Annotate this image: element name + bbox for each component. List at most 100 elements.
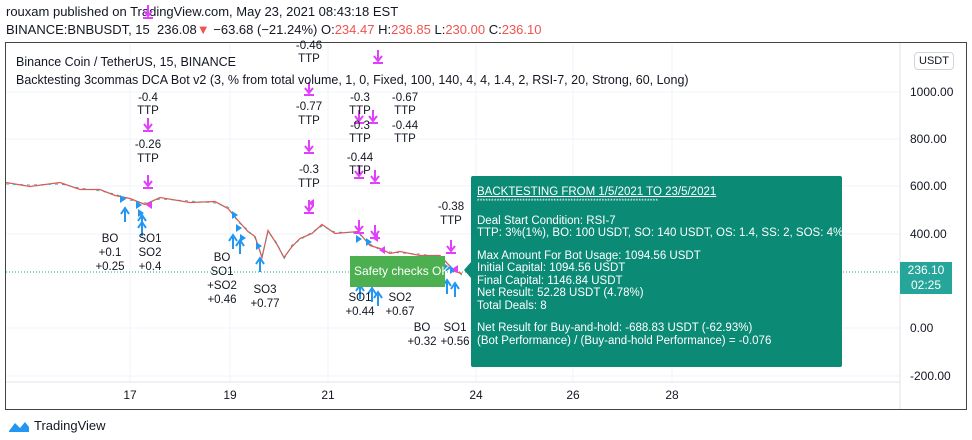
chart-pane[interactable] <box>5 42 967 410</box>
safety-checks-label: Safety checks OK <box>350 256 449 287</box>
trade-annotation: +0.56 <box>440 336 470 348</box>
currency-button[interactable]: USDT <box>914 52 954 70</box>
sell-arrow-icon <box>354 110 364 124</box>
price-label: 0.00 <box>910 321 934 335</box>
trade-annotation: -0.77 <box>295 101 323 113</box>
last-price: 236.08 <box>157 22 197 37</box>
sell-arrow-icon <box>354 220 364 234</box>
trade-annotation: +0.25 <box>95 261 125 273</box>
trade-annotation: -0.4 <box>138 92 158 104</box>
trade-annotation: SO1 <box>138 233 162 245</box>
trade-annotation: TTP <box>394 133 416 145</box>
sell-arrow-icon <box>373 50 383 64</box>
sell-arrow-icon <box>304 82 314 96</box>
price-label: 1000.00 <box>910 85 954 99</box>
trade-annotation: SO1 <box>348 292 372 304</box>
buy-arrow-icon <box>235 238 245 254</box>
brand-name: TradingView <box>34 418 106 433</box>
net-result: Net Result: 52.28 USDT (4.78%) <box>477 287 644 299</box>
price-label: -200.00 <box>910 369 951 383</box>
trade-annotation: TTP <box>349 133 371 145</box>
trade-annotation: -0.3 <box>299 164 319 176</box>
close-label: C: <box>488 22 502 37</box>
trade-annotation: +SO2 <box>207 280 237 292</box>
exit-marker-icon <box>372 234 378 242</box>
entry-marker-icon <box>136 201 142 209</box>
symbol: BINANCE:BNBUSDT, 15 <box>6 22 150 37</box>
sell-arrow-icon <box>143 5 153 19</box>
entry-marker-icon <box>138 209 144 217</box>
time-label: 19 <box>223 388 237 402</box>
trade-annotation: TTP <box>440 215 462 227</box>
price-change: −63.68 (−21.24%) <box>213 22 318 37</box>
symbol-ohlc: BINANCE:BNBUSDT, 15 236.08▼ −63.68 (−21.… <box>6 22 541 37</box>
low-label: L: <box>434 22 446 37</box>
backtest-results-panel: BACKTESTING FROM 1/5/2021 TO 23/5/2021 *… <box>471 176 843 367</box>
trade-annotation: TTP <box>137 105 159 117</box>
price-label: 400.00 <box>910 227 947 241</box>
sell-arrow-icon <box>143 118 153 132</box>
buy-arrow-icon <box>373 290 383 306</box>
current-price-badge: 236.10 02:25 <box>900 262 952 294</box>
trade-annotation: +0.77 <box>250 298 280 310</box>
backtest-title: BACKTESTING FROM 1/5/2021 TO 23/5/2021 <box>477 186 717 198</box>
final-capital: Final Capital: 1146.84 USDT <box>477 274 623 287</box>
trade-annotation: TTP <box>394 105 416 117</box>
bar-countdown: 02:25 <box>910 278 942 292</box>
buy-arrow-icon <box>255 256 265 272</box>
current-price: 236.10 <box>907 263 945 277</box>
time-label: 24 <box>469 388 483 402</box>
trade-annotation: -0.3 <box>350 92 370 104</box>
open-label: O: <box>320 22 335 37</box>
trade-annotation: SO1 <box>443 322 467 334</box>
tradingview-logo-icon <box>9 421 29 432</box>
publish-info: rouxam published on TradingView.com, May… <box>6 4 399 19</box>
deal-start: Deal Start Condition: RSI-7 <box>477 214 616 227</box>
trade-annotation: +0.46 <box>207 294 237 306</box>
buy-arrow-icon <box>450 281 460 297</box>
exit-marker-icon <box>146 201 152 209</box>
buy-arrow-icon <box>367 286 377 302</box>
sell-arrow-icon <box>368 110 378 124</box>
trade-annotation: -0.67 <box>391 92 419 104</box>
trade-annotation: TTP <box>298 178 320 190</box>
trade-annotation: -0.46 <box>295 40 323 52</box>
time-label: 17 <box>123 388 137 402</box>
price-label: 600.00 <box>910 179 947 193</box>
time-label: 26 <box>566 388 580 402</box>
buy-arrow-icon <box>137 220 147 236</box>
high-value: 236.85 <box>391 22 431 37</box>
price-label: 800.00 <box>910 132 947 146</box>
tooltip-pointer <box>464 262 471 278</box>
trade-annotation: BO <box>413 322 431 334</box>
trade-annotation: SO1 <box>210 266 234 278</box>
close-value: 236.10 <box>501 22 542 37</box>
tradingview-logo[interactable]: TradingView <box>8 418 106 433</box>
sell-arrow-icon <box>143 175 153 189</box>
trade-annotation: TTP <box>349 165 371 177</box>
buy-arrow-icon <box>120 206 130 222</box>
trade-annotation: TTP <box>298 115 320 127</box>
high-label: H: <box>378 22 392 37</box>
initial-capital: Initial Capital: 1094.56 USDT <box>477 262 626 274</box>
open-value: 234.47 <box>334 22 375 37</box>
trade-annotation: TTP <box>298 53 320 65</box>
trade-annotation: +0.1 <box>98 247 122 259</box>
legend-indicator[interactable]: Backtesting 3commas DCA Bot v2 (3, % fro… <box>16 73 689 87</box>
entry-marker-icon <box>450 266 456 274</box>
trade-annotation: BO <box>213 252 231 264</box>
trade-annotation: TTP <box>137 153 159 165</box>
buy-arrow-icon <box>228 233 238 249</box>
exit-marker-icon <box>452 265 458 273</box>
down-triangle-icon: ▼ <box>196 22 210 37</box>
trade-annotation: -0.38 <box>437 201 465 213</box>
trade-annotation: SO2 <box>388 292 412 304</box>
low-value: 230.00 <box>445 22 486 37</box>
trade-annotation: +0.4 <box>138 261 162 273</box>
entry-marker-icon <box>240 234 246 242</box>
exit-marker-icon <box>379 246 385 254</box>
entry-marker-icon <box>120 195 126 203</box>
sell-arrow-icon <box>354 165 364 179</box>
sell-arrow-icon <box>370 170 380 184</box>
legend-title: Binance Coin / TetherUS, 15, BINANCE <box>16 55 237 69</box>
